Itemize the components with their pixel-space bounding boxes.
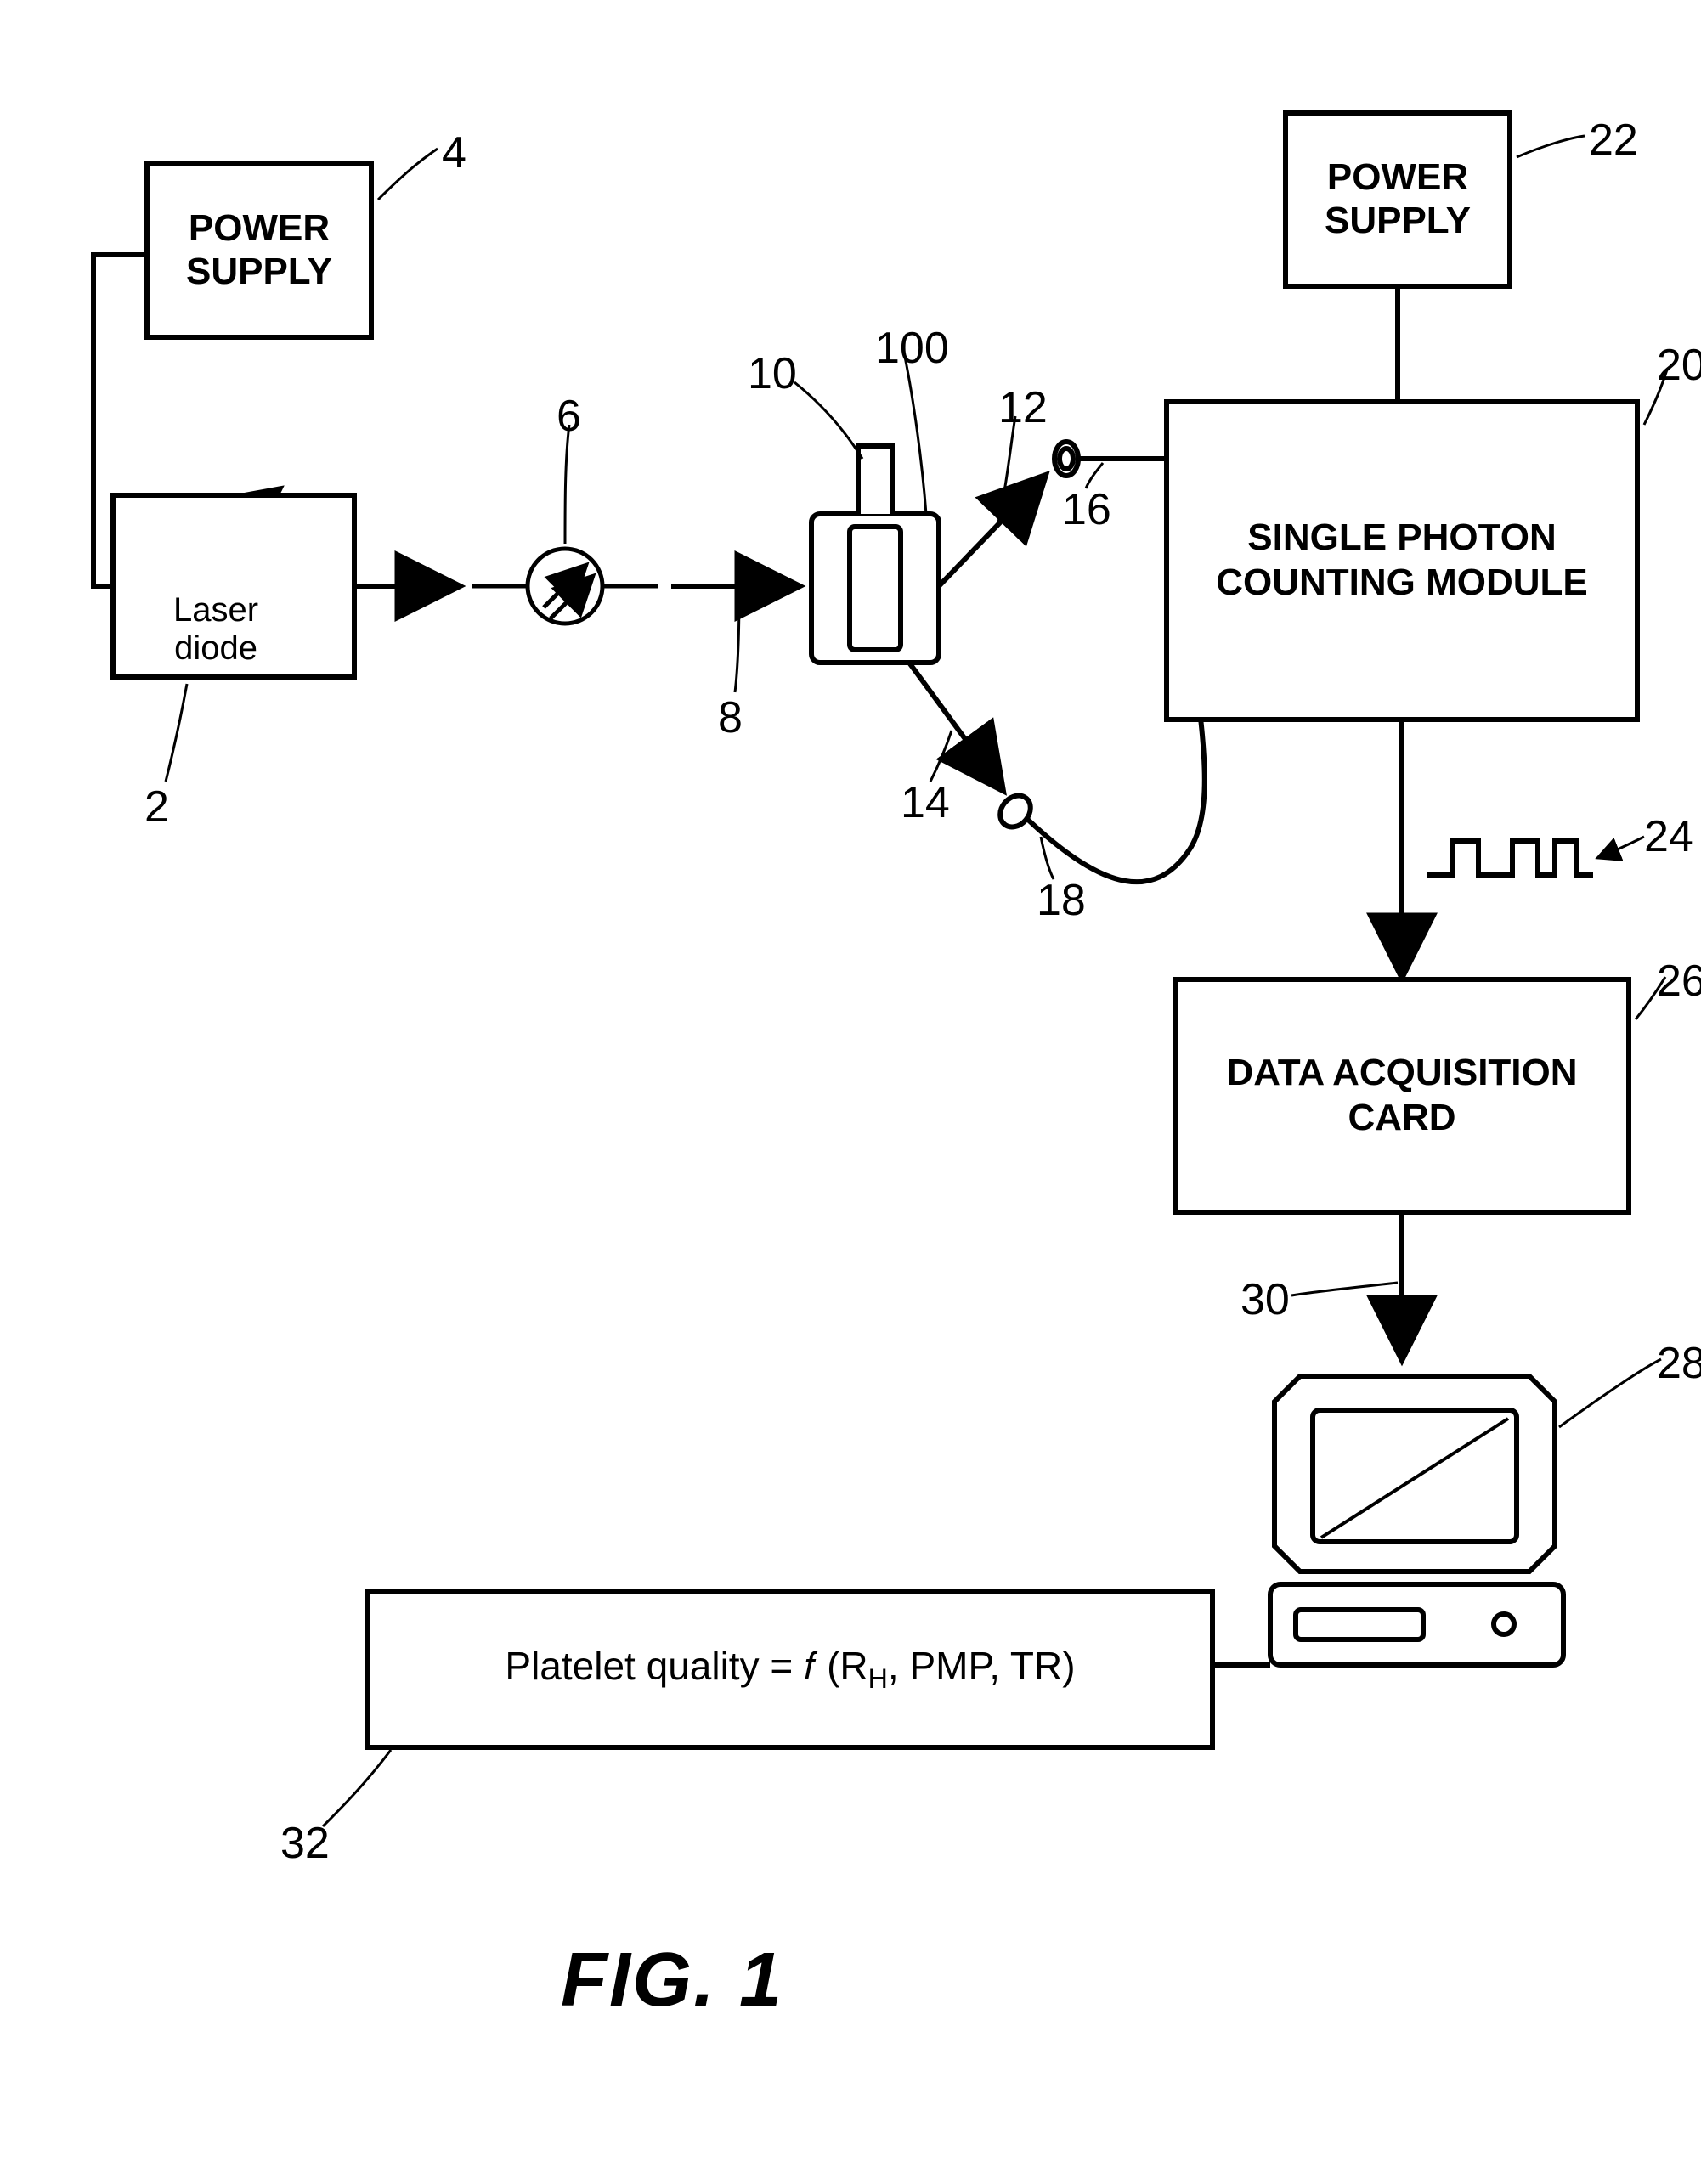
ref-2: 2 [144, 782, 169, 832]
ref-100: 100 [875, 323, 949, 374]
ref-18: 18 [1037, 875, 1086, 926]
ref-8: 8 [718, 692, 743, 743]
ref-14: 14 [901, 777, 950, 828]
power-supply-left-box: POWER SUPPLY [144, 161, 374, 340]
ref-20: 20 [1657, 340, 1701, 391]
ref-16: 16 [1062, 484, 1111, 535]
dac-box: DATA ACQUISITION CARD [1173, 977, 1631, 1215]
figure-label: FIG. 1 [561, 1937, 783, 2024]
laser-diode-label: Laser diode [173, 591, 258, 668]
power-supply-right-label: POWER SUPPLY [1325, 156, 1471, 242]
ref-26: 26 [1657, 956, 1701, 1007]
ref-12: 12 [998, 382, 1048, 433]
ref-30: 30 [1240, 1274, 1290, 1325]
ref-24: 24 [1644, 811, 1693, 862]
spcm-box: SINGLE PHOTON COUNTING MODULE [1164, 399, 1640, 722]
diagram-canvas: POWER SUPPLY Laser diode POWER SUPPLY SI… [0, 0, 1701, 2184]
platelet-quality-box: Platelet quality = 𝑓 (RH, PMP, TR) [365, 1589, 1215, 1750]
ref-32: 32 [280, 1818, 330, 1869]
platelet-quality-label: Platelet quality = 𝑓 (RH, PMP, TR) [505, 1643, 1075, 1695]
power-supply-right-box: POWER SUPPLY [1283, 110, 1512, 289]
dac-label: DATA ACQUISITION CARD [1226, 1051, 1577, 1141]
ref-4: 4 [442, 127, 466, 178]
ref-10: 10 [748, 348, 797, 399]
laser-diode-box: Laser diode [110, 493, 357, 680]
ref-28: 28 [1657, 1338, 1701, 1389]
ref-22: 22 [1589, 115, 1638, 166]
spcm-label: SINGLE PHOTON COUNTING MODULE [1216, 516, 1588, 606]
power-supply-left-label: POWER SUPPLY [186, 207, 332, 293]
ref-6: 6 [557, 391, 581, 442]
